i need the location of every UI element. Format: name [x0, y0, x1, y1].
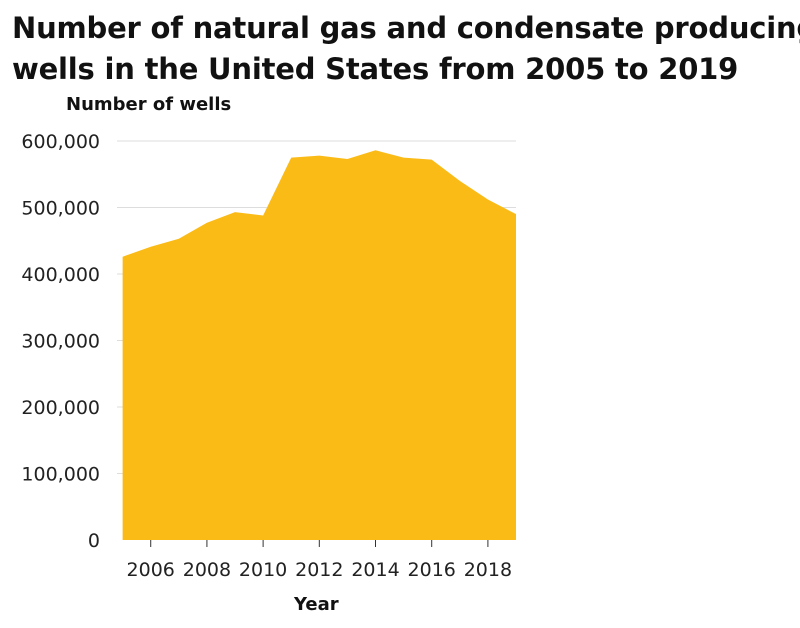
y-axis-label: Number of wells [66, 94, 232, 115]
x-tick-label: 2016 [408, 559, 456, 581]
chart-title-line-2: wells in the United States from 2005 to … [12, 52, 739, 86]
y-tick-label: 200,000 [21, 397, 100, 419]
chart-title: Number of natural gas and condensate pro… [12, 8, 800, 90]
x-tick-label: 2006 [127, 559, 175, 581]
area-series [122, 150, 517, 540]
x-tick-label: 2014 [351, 559, 399, 581]
x-tick-label: 2008 [183, 559, 231, 581]
x-axis-label: Year [294, 594, 339, 615]
x-axis-ticks: 2006 2008 2010 2012 2014 2016 2018 [127, 540, 512, 581]
y-tick-label: 0 [88, 530, 100, 552]
y-tick-label: 500,000 [21, 198, 100, 220]
x-tick-label: 2010 [239, 559, 287, 581]
y-axis-ticks: 0 100,000 200,000 300,000 400,000 500,000 600,… [21, 131, 100, 552]
y-tick-label: 600,000 [21, 131, 100, 153]
y-tick-label: 100,000 [21, 464, 100, 486]
y-tick-label: 300,000 [21, 331, 100, 353]
chart-title-line-1: Number of natural gas and condensate pro… [12, 11, 800, 45]
area-fill [122, 150, 516, 540]
y-tick-label: 400,000 [21, 264, 100, 286]
x-tick-label: 2012 [295, 559, 343, 581]
x-tick-label: 2018 [464, 559, 512, 581]
